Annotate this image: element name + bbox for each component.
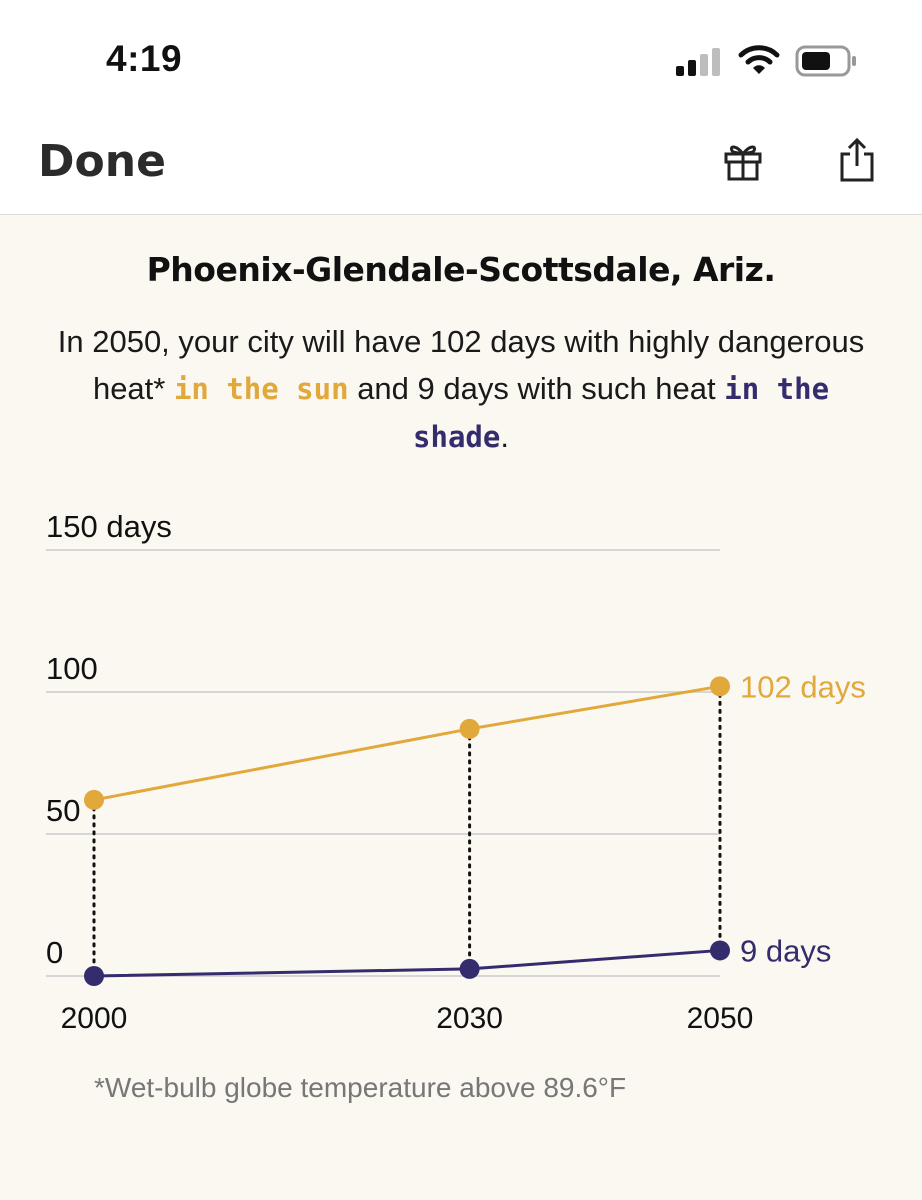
- x-tick-label: 2000: [61, 1002, 128, 1035]
- desc-text-3: .: [500, 419, 509, 454]
- shade-point: [459, 958, 480, 979]
- sun-end-label: 102 days: [740, 669, 866, 704]
- chart-description: In 2050, your city will have 102 days wi…: [50, 318, 872, 461]
- shade-highlight: in the shade: [413, 372, 830, 454]
- shade-point: [84, 966, 104, 986]
- footnote: *Wet-bulb globe temperature above 89.6°F: [94, 1072, 627, 1103]
- nav-bar: Done: [0, 110, 922, 215]
- sun-highlight: in the sun: [173, 372, 349, 406]
- shade-end-label: 9 days: [740, 933, 831, 968]
- y-tick-label: 150 days: [46, 509, 172, 544]
- x-tick-label: 2030: [436, 1002, 503, 1035]
- y-tick-label: 100: [46, 651, 98, 686]
- desc-text-2: and 9 days with such heat: [348, 371, 725, 406]
- share-icon[interactable]: [836, 136, 878, 184]
- desc-text-1: In 2050, your city will have 102 days wi…: [57, 324, 865, 406]
- chart-title: Phoenix-Glendale-Scottsdale, Ariz.: [146, 250, 776, 289]
- sun-point: [84, 789, 104, 810]
- x-tick-label: 2050: [687, 1002, 754, 1035]
- status-time: 4:19: [106, 38, 183, 79]
- done-button[interactable]: Done: [38, 136, 166, 187]
- status-bar: 4:19: [0, 0, 922, 110]
- shade-point: [710, 940, 730, 961]
- y-tick-label: 0: [46, 935, 63, 970]
- gift-icon[interactable]: [722, 140, 764, 182]
- sun-series-line: [93, 684, 721, 802]
- line-chart: 150 days 100 50 0 102 days 9 days 2000 2030 2050: [46, 509, 866, 1035]
- wifi-icon: [738, 45, 780, 74]
- y-tick-label: 50: [46, 793, 80, 828]
- sun-point: [459, 718, 480, 739]
- shade-series-line: [93, 948, 721, 978]
- battery-icon: [795, 45, 856, 77]
- cellular-signal-icon: [676, 48, 720, 76]
- sun-point: [710, 676, 730, 697]
